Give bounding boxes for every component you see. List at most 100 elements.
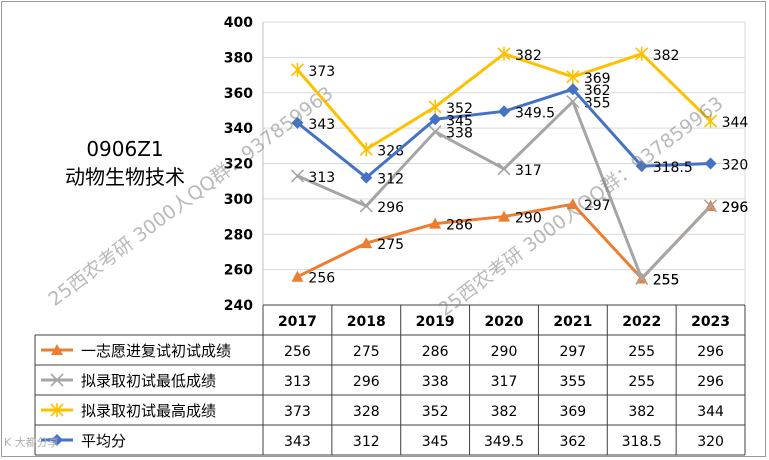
- table-cell: 297: [559, 344, 586, 360]
- x-tick-label: 2020: [485, 314, 524, 330]
- data-point: [50, 373, 64, 387]
- marker-stroke: [635, 271, 649, 286]
- data-point: [704, 114, 718, 129]
- table-cell: 313: [284, 374, 311, 390]
- table-cell: 317: [491, 374, 518, 390]
- y-tick-label: 280: [224, 227, 253, 243]
- data-point: [429, 113, 442, 126]
- x-tick-label: 2018: [347, 314, 386, 330]
- table-cell: 344: [697, 404, 724, 420]
- data-label: 382: [653, 48, 680, 64]
- data-label: 328: [377, 143, 404, 159]
- data-label: 373: [308, 64, 335, 80]
- table-cell: 382: [491, 404, 518, 420]
- y-tick-label: 300: [224, 192, 253, 208]
- table-cell: 345: [422, 434, 449, 450]
- data-label: 313: [308, 170, 335, 186]
- legend-label: 平均分: [81, 432, 126, 450]
- table-cell: 256: [284, 344, 311, 360]
- data-point: [635, 46, 649, 61]
- table-cell: 312: [353, 434, 380, 450]
- data-label: 296: [722, 200, 749, 216]
- table-cell: 382: [628, 404, 655, 420]
- marker-stroke: [497, 162, 511, 176]
- data-point: [498, 105, 510, 118]
- x-tick-label: 2017: [278, 314, 317, 330]
- data-label: 344: [722, 115, 749, 131]
- data-label: 343: [308, 117, 335, 133]
- data-label: 297: [584, 198, 611, 214]
- data-point: [428, 125, 442, 139]
- x-tick-label: 2023: [691, 314, 730, 330]
- data-point: [566, 198, 579, 210]
- data-label: 312: [377, 172, 404, 188]
- table-cell: 343: [284, 434, 311, 450]
- data-label: 296: [722, 200, 749, 216]
- table-cell: 255: [628, 374, 655, 390]
- data-label: 352: [446, 101, 473, 117]
- subject-label: 0906Z1 动物生物技术: [40, 135, 210, 191]
- table-cell: 286: [422, 344, 449, 360]
- data-label: 338: [446, 126, 473, 142]
- data-point: [429, 217, 442, 229]
- data-point: [359, 142, 373, 157]
- table-cell: 320: [697, 434, 724, 450]
- data-point: [50, 403, 64, 417]
- data-label: 318.5: [653, 160, 693, 176]
- table-cell: 255: [628, 344, 655, 360]
- table-cell: 373: [284, 404, 311, 420]
- data-point: [360, 171, 373, 184]
- data-label: 275: [377, 237, 404, 253]
- data-point: [566, 95, 580, 109]
- data-label: 349.5: [515, 105, 555, 121]
- data-label: 290: [515, 211, 542, 227]
- data-label: 382: [515, 48, 542, 64]
- y-tick-label: 320: [224, 157, 253, 173]
- y-tick-label: 240: [224, 298, 253, 314]
- table-cell: 349.5: [484, 434, 524, 450]
- table-cell: 318.5: [622, 434, 662, 450]
- table-cell: 328: [353, 404, 380, 420]
- data-point: [51, 434, 63, 446]
- series-3: 343 312 345 349.5 362 318.5 320 平均分 343 312 345 349…: [41, 83, 748, 450]
- y-tick-label: 360: [224, 86, 253, 102]
- table-cell: 362: [559, 434, 586, 450]
- table-cell: 352: [422, 404, 449, 420]
- data-point: [291, 270, 304, 282]
- marker-stroke: [359, 199, 373, 213]
- data-point: [51, 344, 63, 355]
- data-label: 255: [653, 272, 680, 288]
- table-cell: 338: [422, 374, 449, 390]
- data-label: 286: [446, 218, 473, 234]
- marker-stroke: [50, 373, 64, 387]
- data-point: [498, 210, 510, 222]
- subject-code: 0906Z1: [86, 137, 164, 161]
- data-label: 362: [584, 83, 611, 99]
- data-point: [428, 99, 442, 114]
- series-line: [296, 52, 712, 151]
- data-point: [497, 46, 511, 61]
- marker-stroke: [290, 169, 304, 183]
- x-tick-label: 2022: [622, 314, 661, 330]
- table-cell: 369: [559, 404, 586, 420]
- legend-label: 一志愿进复试初试成绩: [81, 342, 231, 360]
- y-tick-label: 400: [224, 15, 253, 31]
- data-point: [291, 116, 304, 129]
- table-cell: 296: [353, 374, 380, 390]
- data-label: 369: [584, 71, 611, 87]
- data-label: 256: [308, 271, 335, 287]
- table-cell: 355: [559, 374, 586, 390]
- data-point: [359, 199, 373, 213]
- logo-text: K 大都分享: [4, 436, 59, 449]
- data-label: 255: [653, 272, 680, 288]
- marker-stroke: [428, 125, 442, 139]
- x-tick-label: 2021: [553, 314, 592, 330]
- data-point: [566, 83, 579, 96]
- legend-label: 拟录取初试最高成绩: [81, 402, 216, 420]
- data-label: 345: [446, 113, 473, 129]
- table-cell: 290: [491, 344, 518, 360]
- data-point: [290, 169, 304, 183]
